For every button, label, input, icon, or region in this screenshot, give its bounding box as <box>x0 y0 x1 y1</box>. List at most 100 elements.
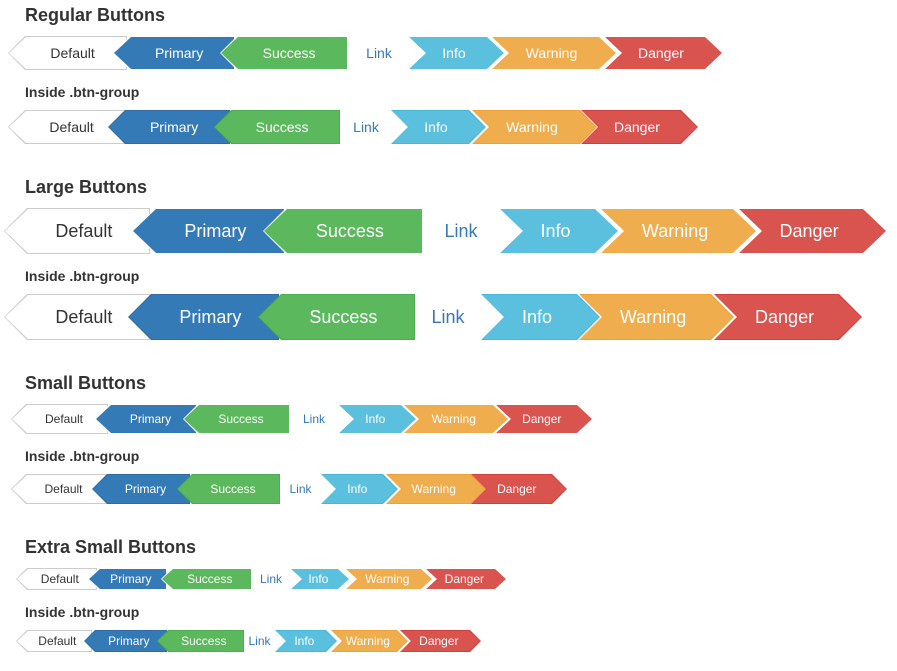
warning-button-label: Warning <box>387 475 485 503</box>
warning-button[interactable]: Warning <box>579 294 734 340</box>
small-row: Default Primary Success Link Info Warning Dang… <box>0 404 897 434</box>
info-button[interactable]: Info <box>275 630 337 652</box>
heading-small-buttons: Small Buttons <box>25 373 147 393</box>
warning-button-label: Warning <box>473 111 596 143</box>
danger-button[interactable]: Danger <box>400 630 481 652</box>
warning-button[interactable]: Warning <box>600 208 757 254</box>
regular-group-row: Default Primary Success Link Info Warning Dang… <box>0 110 897 144</box>
primary-button[interactable]: Primary <box>84 630 167 652</box>
primary-button[interactable]: Primary <box>88 568 167 590</box>
link-button[interactable]: Link <box>415 294 481 340</box>
info-button[interactable]: Info <box>481 294 600 340</box>
warning-button[interactable]: Warning <box>331 630 408 652</box>
link-button-label: Link <box>259 572 282 586</box>
info-button-label: Info <box>500 209 618 253</box>
primary-button[interactable]: Primary <box>92 474 190 504</box>
success-button[interactable]: Success <box>214 110 340 144</box>
primary-button-label: Primary <box>89 569 166 589</box>
link-button-label: Link <box>431 306 465 327</box>
danger-button[interactable]: Danger <box>714 294 862 340</box>
success-button[interactable]: Success <box>177 474 280 504</box>
primary-button-label: Primary <box>114 37 234 69</box>
heading-regular-btn-group: Inside .btn-group <box>25 84 140 100</box>
heading-large-buttons: Large Buttons <box>25 177 148 197</box>
info-button[interactable]: Info <box>391 110 486 144</box>
default-button[interactable]: Default <box>8 110 125 144</box>
info-button-label: Info <box>291 569 349 589</box>
danger-button[interactable]: Danger <box>738 208 887 254</box>
danger-button[interactable]: Danger <box>471 474 567 504</box>
default-button-label: Default <box>5 295 149 339</box>
primary-button[interactable]: Primary <box>108 110 230 144</box>
success-button-label: Success <box>221 37 347 69</box>
danger-button[interactable]: Danger <box>425 568 507 590</box>
primary-button[interactable]: Primary <box>132 208 285 254</box>
info-button-label: Info <box>482 295 599 339</box>
warning-button[interactable]: Warning <box>345 568 433 590</box>
default-button[interactable]: Default <box>11 404 108 434</box>
warning-button[interactable]: Warning <box>403 404 509 434</box>
default-button-label: Default <box>17 569 96 589</box>
primary-button[interactable]: Primary <box>128 294 279 340</box>
warning-button[interactable]: Warning <box>386 474 486 504</box>
primary-button-label: Primary <box>93 475 189 503</box>
info-button[interactable]: Info <box>321 474 398 504</box>
default-button[interactable]: Default <box>16 568 97 590</box>
primary-button[interactable]: Primary <box>113 36 235 70</box>
danger-button[interactable]: Danger <box>495 404 593 434</box>
success-button-label: Success <box>162 569 251 589</box>
info-button[interactable]: Info <box>408 36 505 70</box>
success-button[interactable]: Success <box>183 404 290 434</box>
heading-extra-small-btn-group: Inside .btn-group <box>25 604 140 620</box>
warning-button[interactable]: Warning <box>472 110 597 144</box>
default-button-label: Default <box>17 631 91 651</box>
info-button[interactable]: Info <box>338 404 417 434</box>
default-button-label: Default <box>9 111 124 143</box>
success-button[interactable]: Success <box>263 208 423 254</box>
default-button-label: Default <box>5 209 149 253</box>
success-button[interactable]: Success <box>161 568 252 590</box>
default-button-label: Default <box>12 405 107 433</box>
danger-button-label: Danger <box>605 37 722 69</box>
danger-button-label: Danger <box>426 569 506 589</box>
danger-button[interactable]: Danger <box>604 36 723 70</box>
default-button[interactable]: Default <box>8 36 127 70</box>
success-button-label: Success <box>264 209 422 253</box>
warning-button-label: Warning <box>346 569 432 589</box>
heading-extra-small-buttons: Extra Small Buttons <box>25 537 197 557</box>
info-button[interactable]: Info <box>499 208 619 254</box>
success-button-label: Success <box>178 475 279 503</box>
default-button[interactable]: Default <box>16 630 92 652</box>
success-button[interactable]: Success <box>220 36 348 70</box>
primary-button-label: Primary <box>85 631 166 651</box>
link-button[interactable]: Link <box>341 110 391 144</box>
success-button[interactable]: Success <box>258 294 415 340</box>
success-button[interactable]: Success <box>157 630 244 652</box>
link-button[interactable]: Link <box>280 474 321 504</box>
regular-row: Default Primary Success Link Info Warning Dang… <box>0 36 897 70</box>
primary-button[interactable]: Primary <box>95 404 197 434</box>
default-button-label: Default <box>9 37 126 69</box>
primary-button-label: Primary <box>129 295 278 339</box>
default-button[interactable]: Default <box>11 474 107 504</box>
link-button[interactable]: Link <box>252 568 290 590</box>
link-button[interactable]: Link <box>290 404 338 434</box>
link-button[interactable]: Link <box>244 630 275 652</box>
info-button[interactable]: Info <box>290 568 350 590</box>
warning-button[interactable]: Warning <box>491 36 617 70</box>
danger-button-label: Danger <box>496 405 592 433</box>
danger-button[interactable]: Danger <box>581 110 698 144</box>
default-button-label: Default <box>12 475 106 503</box>
link-button[interactable]: Link <box>423 208 499 254</box>
success-button-label: Success <box>215 111 339 143</box>
link-button-label: Link <box>366 45 392 61</box>
success-button-label: Success <box>158 631 243 651</box>
link-button[interactable]: Link <box>350 36 408 70</box>
primary-button-label: Primary <box>133 209 284 253</box>
default-button[interactable]: Default <box>4 294 150 340</box>
link-button-label: Link <box>353 119 379 135</box>
large-row: Default Primary Success Link Info Warning Dang… <box>0 208 897 254</box>
extra-small-row: Default Primary Success Link Info Warning Dang… <box>0 568 897 590</box>
primary-button-label: Primary <box>109 111 229 143</box>
default-button[interactable]: Default <box>4 208 150 254</box>
